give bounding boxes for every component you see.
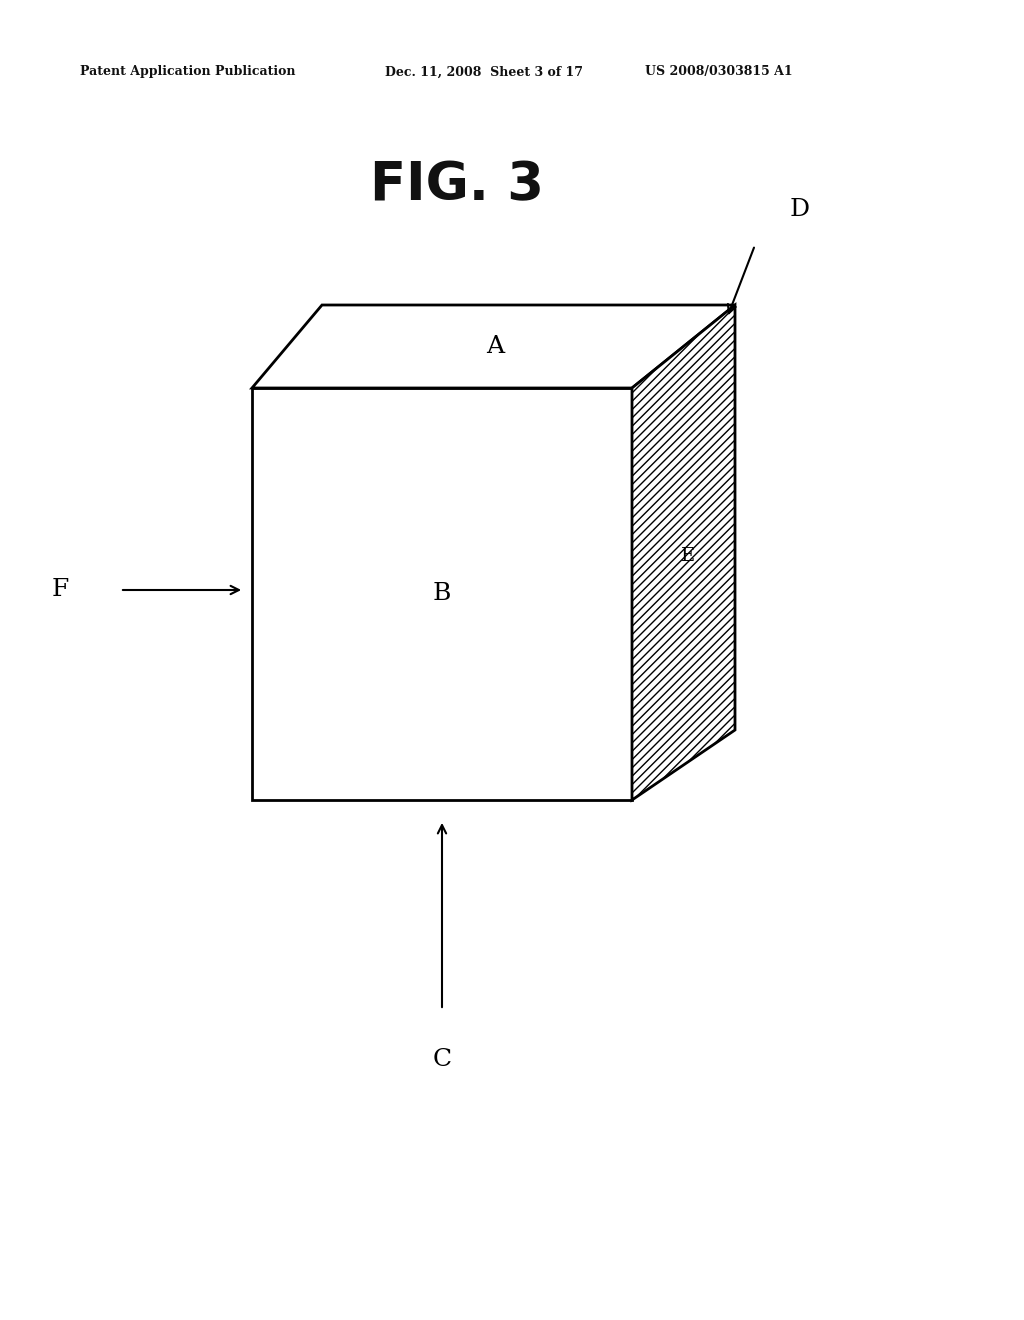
Text: B: B [433, 582, 452, 606]
Polygon shape [252, 388, 632, 800]
Text: Patent Application Publication: Patent Application Publication [80, 66, 296, 78]
Text: E: E [681, 546, 695, 565]
Polygon shape [632, 305, 735, 800]
Text: US 2008/0303815 A1: US 2008/0303815 A1 [645, 66, 793, 78]
Text: FIG. 3: FIG. 3 [370, 158, 544, 211]
Polygon shape [252, 305, 735, 388]
Text: A: A [486, 335, 504, 358]
Text: C: C [432, 1048, 452, 1072]
Text: D: D [790, 198, 810, 222]
Text: F: F [51, 578, 69, 602]
Text: Dec. 11, 2008  Sheet 3 of 17: Dec. 11, 2008 Sheet 3 of 17 [385, 66, 583, 78]
